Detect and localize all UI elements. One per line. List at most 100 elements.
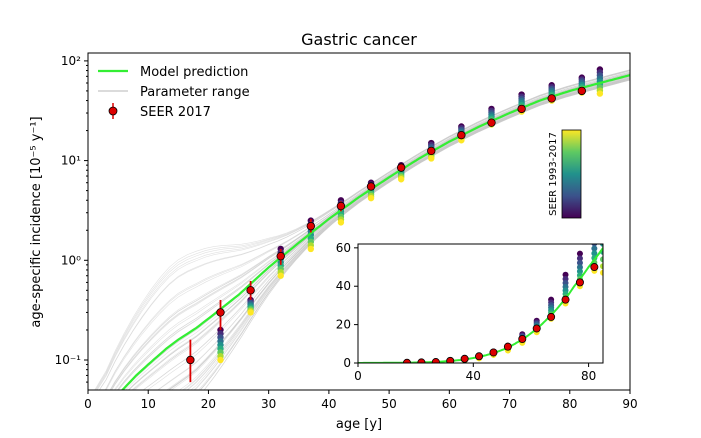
inset-seer-point bbox=[431, 358, 440, 363]
parameter-curve bbox=[111, 73, 630, 390]
seer-point bbox=[517, 104, 526, 114]
inset-historical-point bbox=[600, 244, 603, 247]
seer-point bbox=[336, 201, 346, 211]
inset-historical-point bbox=[600, 223, 606, 229]
inset-seer-point bbox=[518, 335, 527, 344]
inset-historical-point bbox=[576, 250, 583, 257]
inset-historical-point bbox=[600, 269, 603, 276]
parameter-curve bbox=[190, 78, 630, 390]
y-tick-label: 10⁰ bbox=[61, 253, 81, 267]
parameter-curve bbox=[109, 72, 630, 390]
colorbar: SEER 1993-2017 bbox=[548, 129, 582, 219]
y-tick-label: 10¹ bbox=[61, 154, 81, 168]
seer-point bbox=[427, 146, 436, 156]
parameter-curve bbox=[157, 77, 630, 390]
seer-point bbox=[487, 118, 496, 127]
legend-seer-marker bbox=[108, 106, 118, 116]
x-axis-label: age [y] bbox=[336, 417, 382, 432]
inset-seer-point bbox=[561, 295, 570, 304]
inset-axes-frame bbox=[357, 243, 604, 364]
y-tick-label: 10² bbox=[61, 54, 81, 68]
colorbar-label: SEER 1993-2017 bbox=[548, 132, 559, 216]
historical-point bbox=[428, 155, 435, 162]
parameter-curve bbox=[203, 79, 630, 390]
inset-seer-point bbox=[475, 352, 484, 361]
inset-y-tick-label: 0 bbox=[343, 356, 351, 370]
seer-point bbox=[396, 163, 406, 172]
inset-x-tick-label: 80 bbox=[581, 369, 596, 383]
model-prediction-line bbox=[120, 74, 630, 390]
inset-historical-point bbox=[562, 271, 569, 278]
inset-historical-point bbox=[576, 264, 583, 271]
parameter-curve bbox=[96, 70, 630, 390]
parameter-curve bbox=[98, 70, 630, 390]
inset-seer-point bbox=[575, 278, 584, 287]
seer-point bbox=[276, 251, 285, 261]
inset-historical-point bbox=[591, 244, 598, 247]
inset-historical-point bbox=[600, 203, 606, 209]
inset-seer-point bbox=[489, 348, 498, 357]
historical-point bbox=[277, 272, 284, 279]
historical-point bbox=[337, 219, 345, 226]
inset-seer-point bbox=[417, 358, 426, 363]
inset-historical-point bbox=[591, 245, 598, 252]
seer-point bbox=[186, 355, 195, 365]
inset-seer-point bbox=[532, 324, 541, 333]
parameter-curve bbox=[94, 69, 630, 390]
seer-point bbox=[306, 221, 316, 231]
inset-historical-point bbox=[600, 263, 603, 270]
inset-y-tick-label: 20 bbox=[336, 318, 351, 332]
parameter-curve bbox=[170, 77, 630, 390]
seer-point bbox=[457, 130, 466, 140]
inset-y-tick-label: 60 bbox=[336, 241, 351, 255]
main-axes-frame bbox=[87, 52, 631, 391]
inset-seer-points bbox=[403, 263, 599, 363]
inset-seer-point bbox=[446, 356, 455, 363]
historical-point bbox=[217, 356, 224, 364]
inset-x-tick-label: 40 bbox=[466, 369, 481, 383]
parameter-curve bbox=[198, 79, 630, 390]
x-tick-label: 20 bbox=[201, 397, 216, 411]
inset-historical-point bbox=[600, 213, 606, 219]
legend-parameter-label: Parameter range bbox=[140, 85, 250, 100]
x-tick-label: 30 bbox=[261, 397, 276, 411]
x-tick-label: 10 bbox=[141, 397, 156, 411]
historical-point bbox=[367, 194, 375, 202]
x-axis-ticks: 0 10 20 30 40 50 60 70 80 90 bbox=[84, 390, 638, 411]
inset-y-ticks: 0 20 40 60 bbox=[336, 241, 358, 370]
historical-point bbox=[397, 176, 405, 183]
inset-seer-point bbox=[547, 312, 556, 321]
inset-y-tick-label: 40 bbox=[336, 279, 351, 293]
seer-point bbox=[216, 308, 225, 317]
colorbar-gradient bbox=[561, 129, 582, 219]
legend: Model prediction Parameter range SEER 20… bbox=[98, 65, 250, 120]
chart-title: Gastric cancer bbox=[301, 30, 417, 49]
main-plot-area: 0 10 20 30 40 50 60 70 80 90 10⁻¹ 10⁰ 10¹ 10² bbox=[55, 52, 638, 411]
x-tick-label: 60 bbox=[442, 397, 457, 411]
y-tick-label: 10⁻¹ bbox=[55, 353, 82, 367]
x-tick-label: 70 bbox=[502, 397, 517, 411]
inset-historical-point bbox=[600, 256, 603, 263]
inset-historical-point bbox=[576, 259, 583, 266]
inset-plot: 0 40 80 0 20 40 60 bbox=[336, 203, 606, 383]
legend-seer-label: SEER 2017 bbox=[140, 105, 211, 120]
x-tick-label: 0 bbox=[84, 397, 92, 411]
seer-point bbox=[577, 86, 587, 96]
inset-historical-point bbox=[591, 250, 598, 257]
legend-model-label: Model prediction bbox=[140, 65, 248, 80]
inset-historical-point bbox=[591, 235, 597, 241]
x-tick-label: 50 bbox=[381, 397, 396, 411]
inset-x-ticks: 0 40 80 bbox=[354, 363, 596, 383]
y-axis-label: age-specific incidence [10⁻⁵ y⁻¹] bbox=[29, 116, 44, 327]
x-tick-label: 90 bbox=[622, 397, 637, 411]
historical-point bbox=[596, 90, 604, 97]
y-axis-ticks: 10⁻¹ 10⁰ 10¹ 10² bbox=[55, 54, 88, 383]
historical-point bbox=[307, 245, 315, 253]
parameter-curve bbox=[105, 71, 630, 390]
seer-point bbox=[547, 94, 556, 103]
inset-seer-point bbox=[503, 342, 512, 351]
seer-point bbox=[366, 182, 376, 191]
inset-historical-point bbox=[591, 229, 597, 235]
parameter-curve bbox=[142, 76, 630, 390]
